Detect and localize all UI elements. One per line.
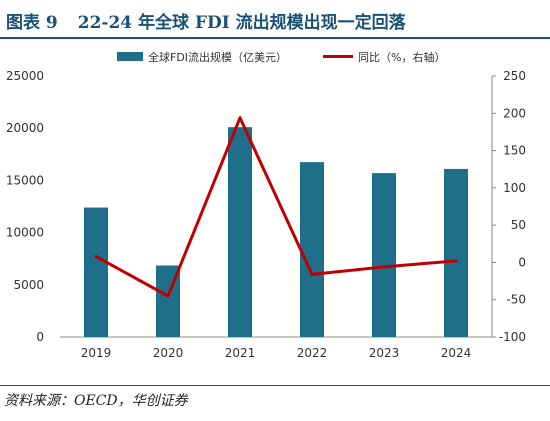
bar-2024 <box>444 168 468 337</box>
y-right-tick-label: 0 <box>518 255 526 269</box>
footer-rule <box>0 385 550 386</box>
x-tick-label: 2024 <box>441 346 472 360</box>
y-right-tick-label: 50 <box>511 218 526 232</box>
yoy-point-2020 <box>166 294 170 298</box>
y-left-tick-label: 20000 <box>6 121 44 135</box>
x-tick-label: 2020 <box>153 346 184 360</box>
y-left-tick-label: 5000 <box>13 278 44 292</box>
y-right-tick-label: -100 <box>499 330 526 344</box>
x-tick-label: 2021 <box>225 346 256 360</box>
y-left-tick-label: 25000 <box>6 69 44 83</box>
y-right-tick-label: -50 <box>506 293 526 307</box>
bar-2022 <box>300 162 324 337</box>
combo-chart: 全球FDI流出规模（亿美元） 同比（%，右轴） 0 5000 10000 15000 200… <box>6 50 526 360</box>
bar-2019 <box>84 207 108 337</box>
y-right-tick-label: 250 <box>503 69 526 83</box>
chart-title: 22-24 年全球 FDI 流出规模出现一定回落 <box>77 12 406 33</box>
yoy-point-2024 <box>454 259 458 263</box>
yoy-point-2021 <box>238 116 242 120</box>
bar-2021 <box>228 127 252 337</box>
x-tick-label: 2022 <box>297 346 328 360</box>
x-tick-label: 2019 <box>81 346 112 360</box>
yoy-point-2022 <box>310 272 314 276</box>
figure-header: 图表 9 22-24 年全球 FDI 流出规模出现一定回落 <box>6 5 406 35</box>
chart-area: 全球FDI流出规模（亿美元） 同比（%，右轴） 0 5000 10000 15000 200… <box>0 40 550 384</box>
header-rule <box>0 37 550 39</box>
x-tick-label: 2023 <box>369 346 400 360</box>
source-note: 资料来源：OECD，华创证券 <box>4 393 188 409</box>
y-right-tick-label: 100 <box>503 181 526 195</box>
legend-line-label: 同比（%，右轴） <box>358 50 445 64</box>
yoy-point-2023 <box>382 265 386 269</box>
yoy-point-2019 <box>94 254 98 258</box>
legend-bar-label: 全球FDI流出规模（亿美元） <box>148 50 287 64</box>
y-right-tick-label: 200 <box>503 106 526 120</box>
bar-2023 <box>372 173 396 337</box>
y-left-tick-label: 15000 <box>6 173 44 187</box>
legend-bar-swatch <box>117 52 143 61</box>
y-left-tick-label: 0 <box>36 330 44 344</box>
y-right-tick-label: 150 <box>503 144 526 158</box>
yoy-line <box>95 116 457 298</box>
y-left-tick-label: 10000 <box>6 226 44 240</box>
figure-number: 图表 9 <box>6 12 58 33</box>
